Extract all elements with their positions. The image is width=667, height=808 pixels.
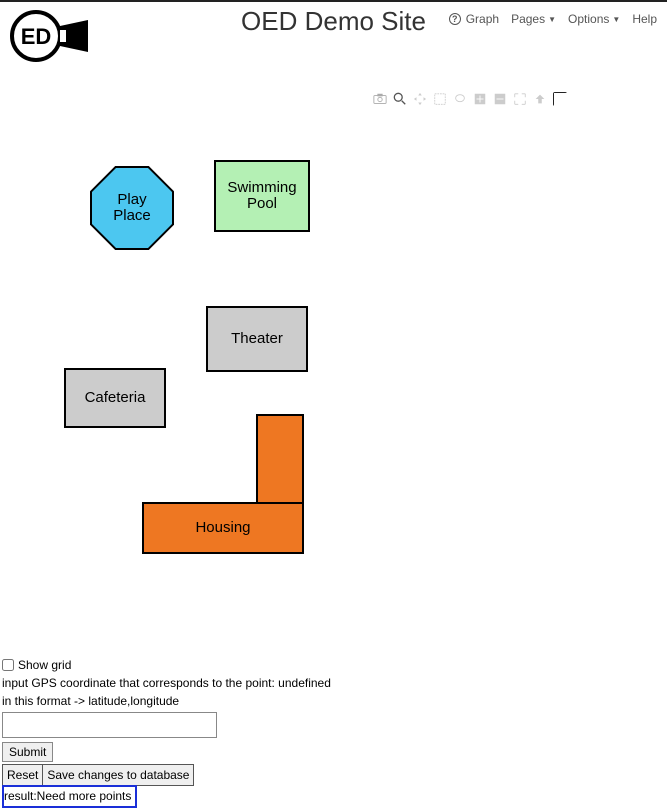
zoomin-icon[interactable] — [473, 92, 487, 106]
gps-prompt-line1: input GPS coordinate that corresponds to… — [2, 674, 667, 692]
save-button[interactable]: Save changes to database — [43, 764, 194, 786]
shape-swimming-pool[interactable]: SwimmingPool — [214, 160, 310, 232]
map-canvas[interactable]: PlayPlace SwimmingPool Theater Cafeteria… — [0, 136, 560, 596]
nav-options-label: Options — [568, 12, 609, 26]
swimming-pool-label: SwimmingPool — [227, 180, 296, 213]
logo-text: ED — [21, 24, 52, 49]
top-nav: ? Graph Pages ▼ Options ▼ Help — [449, 12, 657, 26]
logo: ED — [10, 8, 90, 64]
autoscale-icon[interactable] — [513, 92, 527, 106]
nav-help-label: Help — [632, 12, 657, 26]
cafeteria-label: Cafeteria — [85, 390, 146, 407]
zoom-icon[interactable] — [393, 92, 407, 106]
nav-help[interactable]: Help — [632, 12, 657, 26]
select-icon[interactable] — [433, 92, 447, 106]
nav-options[interactable]: Options ▼ — [568, 12, 620, 26]
reset-icon[interactable] — [533, 92, 547, 106]
reset-button[interactable]: Reset — [2, 764, 43, 786]
nav-graph-label: Graph — [466, 12, 499, 26]
shape-cafeteria[interactable]: Cafeteria — [64, 368, 166, 428]
plotly-logo-icon[interactable] — [553, 92, 567, 106]
show-grid-label: Show grid — [18, 656, 71, 674]
caret-down-icon: ▼ — [612, 15, 620, 24]
zoomout-icon[interactable] — [493, 92, 507, 106]
show-grid-checkbox[interactable] — [2, 659, 14, 671]
shape-housing-vert[interactable] — [256, 414, 304, 504]
nav-pages[interactable]: Pages ▼ — [511, 12, 556, 26]
site-title: OED Demo Site — [241, 6, 426, 37]
header: ED OED Demo Site ? Graph Pages ▼ Options… — [0, 2, 667, 64]
help-circle-icon: ? — [449, 13, 461, 25]
gps-input[interactable] — [2, 712, 217, 738]
chart-toolbar — [0, 64, 667, 106]
shape-housing-horiz[interactable]: Housing — [142, 502, 304, 554]
caret-down-icon: ▼ — [548, 15, 556, 24]
shape-play-place[interactable]: PlayPlace — [90, 166, 174, 250]
lasso-icon[interactable] — [453, 92, 467, 106]
pan-icon[interactable] — [413, 92, 427, 106]
theater-label: Theater — [231, 331, 283, 348]
housing-label: Housing — [195, 520, 250, 537]
camera-icon[interactable] — [373, 92, 387, 106]
result-message: result:Need more points — [2, 785, 137, 808]
controls-panel: Show grid input GPS coordinate that corr… — [0, 596, 667, 808]
nav-pages-label: Pages — [511, 12, 545, 26]
submit-button[interactable]: Submit — [2, 742, 53, 762]
play-place-label: PlayPlace — [92, 168, 172, 248]
shape-theater[interactable]: Theater — [206, 306, 308, 372]
nav-graph[interactable]: ? Graph — [449, 12, 499, 26]
gps-prompt-line2: in this format -> latitude,longitude — [2, 692, 667, 710]
